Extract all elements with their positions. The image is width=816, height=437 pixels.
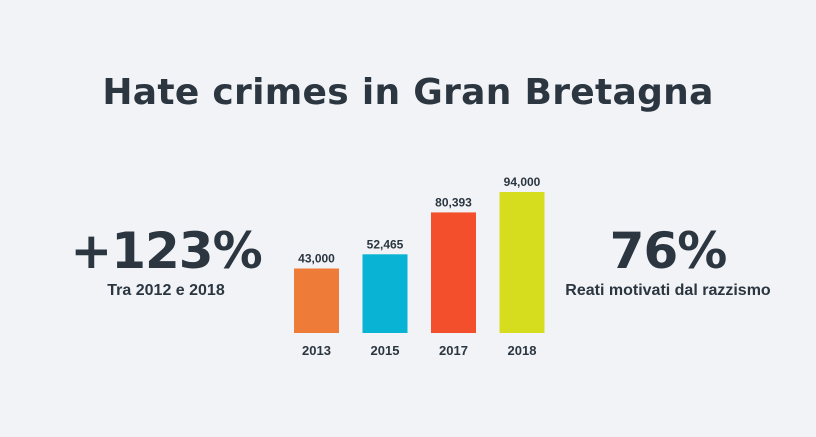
bar-2018 <box>499 192 545 333</box>
left-stat: +123% Tra 2012 e 2018 <box>70 226 262 300</box>
bar-2013 <box>294 268 339 333</box>
right-stat-caption: Reati motivati dal razzismo <box>565 282 771 299</box>
data-label-2018: 94,000 <box>504 175 541 189</box>
page-title: Hate crimes in Gran Bretagna <box>102 72 714 113</box>
x-tick-2015: 2015 <box>371 343 400 358</box>
data-label-2015: 52,465 <box>367 237 404 251</box>
x-tick-2017: 2017 <box>439 343 468 358</box>
left-stat-caption: Tra 2012 e 2018 <box>107 282 225 299</box>
right-stat-value: 76% <box>609 222 728 280</box>
data-label-2013: 43,000 <box>298 252 335 266</box>
left-stat-value: +123% <box>70 222 262 280</box>
bar-2017 <box>431 212 476 333</box>
bar-2015 <box>362 254 408 333</box>
x-tick-2013: 2013 <box>302 343 331 358</box>
x-tick-2018: 2018 <box>508 343 537 358</box>
data-label-2017: 80,393 <box>435 195 472 209</box>
right-stat: 76% Reati motivati dal razzismo <box>548 226 788 300</box>
